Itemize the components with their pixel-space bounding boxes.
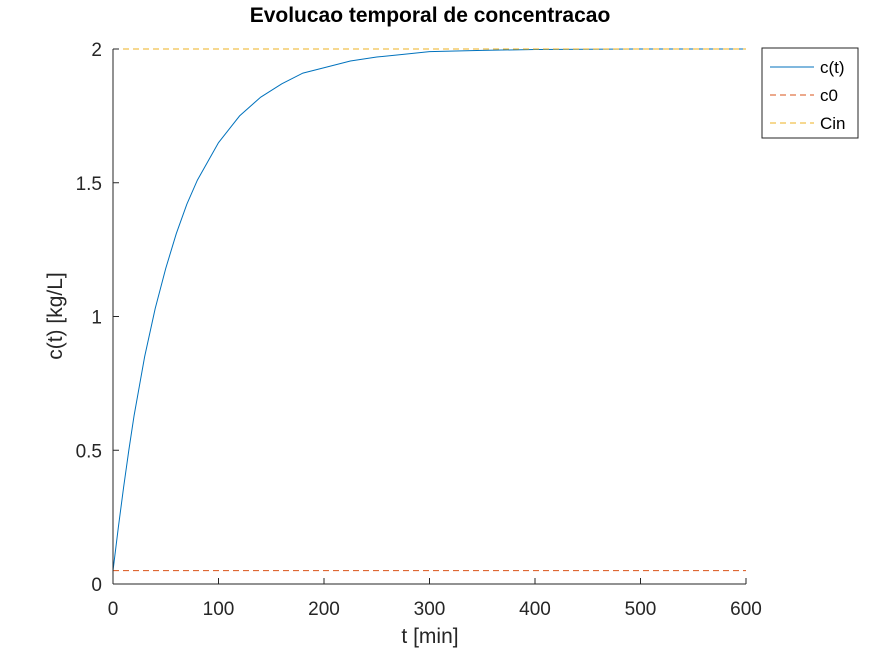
y-tick-label-4: 2 [91,40,102,61]
y-axis-label: c(t) [kg/L] [44,272,67,360]
legend-items: c(t) c0 Cin [770,58,846,133]
series-layer [112,48,746,572]
x-tick-label-2: 200 [308,599,340,620]
x-tick-label-4: 400 [519,599,551,620]
x-tick-label-5: 500 [625,599,657,620]
x-axis-label: t [min] [401,625,458,648]
series-line-0 [112,48,746,571]
legend-label-1: c0 [820,86,838,105]
legend-label-2: Cin [820,114,846,133]
y-tick-label-3: 1.5 [76,174,102,195]
axes-layer: 0 100 200 300 400 500 600 0 0.5 1 1.5 2 [76,40,762,620]
y-tick-label-0: 0 [91,575,102,596]
legend: c(t) c0 Cin [761,47,859,139]
legend-label-0: c(t) [820,58,845,77]
x-tick-label-1: 100 [203,599,235,620]
x-tick-label-3: 300 [414,599,446,620]
chart-title: Evolucao temporal de concentracao [250,4,611,27]
x-tick-label-6: 600 [730,599,762,620]
y-tick-label-2: 1 [91,308,102,329]
y-tick-label-1: 0.5 [76,441,102,462]
x-tick-label-0: 0 [108,599,119,620]
plot-area: 0 100 200 300 400 500 600 0 0.5 1 1.5 2 [76,40,762,620]
